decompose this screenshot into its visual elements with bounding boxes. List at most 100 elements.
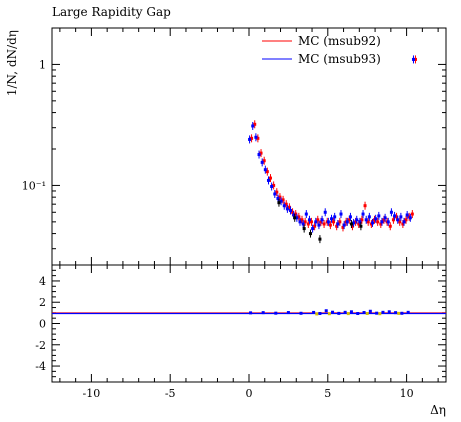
data-point <box>263 168 267 172</box>
data-point <box>308 232 312 236</box>
data-point <box>281 198 285 202</box>
data-point <box>358 220 362 224</box>
ratio-point <box>349 310 353 314</box>
data-point <box>302 227 306 231</box>
data-point <box>248 137 252 141</box>
ratio-point <box>324 309 328 313</box>
data-point <box>314 220 318 224</box>
data-point <box>330 217 334 221</box>
x-tick-label: -5 <box>165 387 176 400</box>
data-point <box>254 135 258 139</box>
chart-title: Large Rapidity Gap <box>52 5 171 19</box>
data-point <box>352 221 356 225</box>
data-point <box>350 224 354 228</box>
ratio-point <box>406 310 410 314</box>
data-point <box>345 220 349 224</box>
ratio-y-tick-label: -2 <box>35 339 46 352</box>
axis-ticks <box>52 27 446 382</box>
data-point <box>349 222 353 226</box>
x-tick-label: 0 <box>246 387 253 400</box>
data-point <box>379 222 383 226</box>
data-point <box>278 195 282 199</box>
data-point <box>374 217 378 221</box>
data-point <box>355 218 359 222</box>
data-point <box>297 215 301 219</box>
data-point <box>285 207 289 211</box>
ratio-point <box>397 311 401 315</box>
ratio-point <box>400 311 404 315</box>
y-axis-label: 1/N, dN/dη <box>5 30 19 96</box>
data-point <box>395 215 399 219</box>
ratio-panel-points <box>52 309 446 316</box>
data-point <box>338 220 342 224</box>
data-point <box>316 218 320 222</box>
data-point <box>347 218 351 222</box>
data-point <box>333 215 337 219</box>
y-tick-label: 1 <box>39 58 46 71</box>
data-point <box>294 212 298 216</box>
axis-labels: -10 -5 0 5 10 10⁻¹ 1 4 2 0 -2 -4 <box>22 58 414 400</box>
data-point <box>380 220 384 224</box>
data-point <box>282 204 286 208</box>
data-point <box>256 136 260 140</box>
data-point <box>335 224 339 228</box>
ratio-point <box>394 311 398 315</box>
data-point <box>366 220 370 224</box>
main-panel-points <box>248 55 417 244</box>
data-point <box>257 153 261 157</box>
data-point <box>250 136 254 140</box>
ratio-point <box>318 312 322 316</box>
data-point <box>318 237 322 241</box>
y-tick-label: 10⁻¹ <box>22 179 46 192</box>
ratio-point <box>365 312 369 316</box>
data-point <box>309 220 313 224</box>
legend: MC (msub92) MC (msub93) <box>262 34 381 66</box>
data-point <box>298 220 302 224</box>
ratio-point <box>378 312 382 316</box>
data-point <box>319 220 323 224</box>
data-point <box>279 199 283 203</box>
data-point <box>277 201 281 205</box>
data-point <box>336 222 340 226</box>
data-point <box>262 159 266 163</box>
x-tick-label: 5 <box>324 387 331 400</box>
data-point <box>306 222 310 226</box>
data-point <box>291 210 295 214</box>
ratio-point <box>331 310 335 314</box>
ratio-y-tick-label: 4 <box>39 275 46 288</box>
x-axis-label: Δη <box>430 403 446 417</box>
ratio-point <box>299 311 303 315</box>
data-point <box>393 214 397 218</box>
data-point <box>364 218 368 222</box>
data-point <box>386 220 390 224</box>
data-point <box>259 151 263 155</box>
data-point <box>398 220 402 224</box>
data-point <box>307 218 311 222</box>
ratio-point <box>312 310 316 314</box>
data-point <box>376 220 380 224</box>
legend-label-msub92: MC (msub92) <box>298 34 381 48</box>
data-point <box>251 124 255 128</box>
data-point <box>320 218 324 222</box>
data-point <box>293 216 297 220</box>
main-panel-frame <box>51 27 447 266</box>
data-point <box>303 220 307 224</box>
data-point <box>253 122 257 126</box>
data-point <box>289 209 293 213</box>
data-point <box>359 224 363 228</box>
data-point <box>389 210 393 214</box>
data-point <box>275 190 279 194</box>
data-point <box>339 212 343 216</box>
data-point <box>401 222 405 226</box>
ratio-y-tick-label: -4 <box>35 360 46 373</box>
ratio-point <box>346 312 350 316</box>
data-point <box>396 218 400 222</box>
ratio-point <box>368 309 372 313</box>
ratio-point <box>327 312 331 316</box>
data-point <box>413 57 417 61</box>
data-point <box>341 225 345 229</box>
data-point <box>276 196 280 200</box>
data-point <box>273 192 277 196</box>
data-point <box>405 213 409 217</box>
data-point <box>301 222 305 226</box>
